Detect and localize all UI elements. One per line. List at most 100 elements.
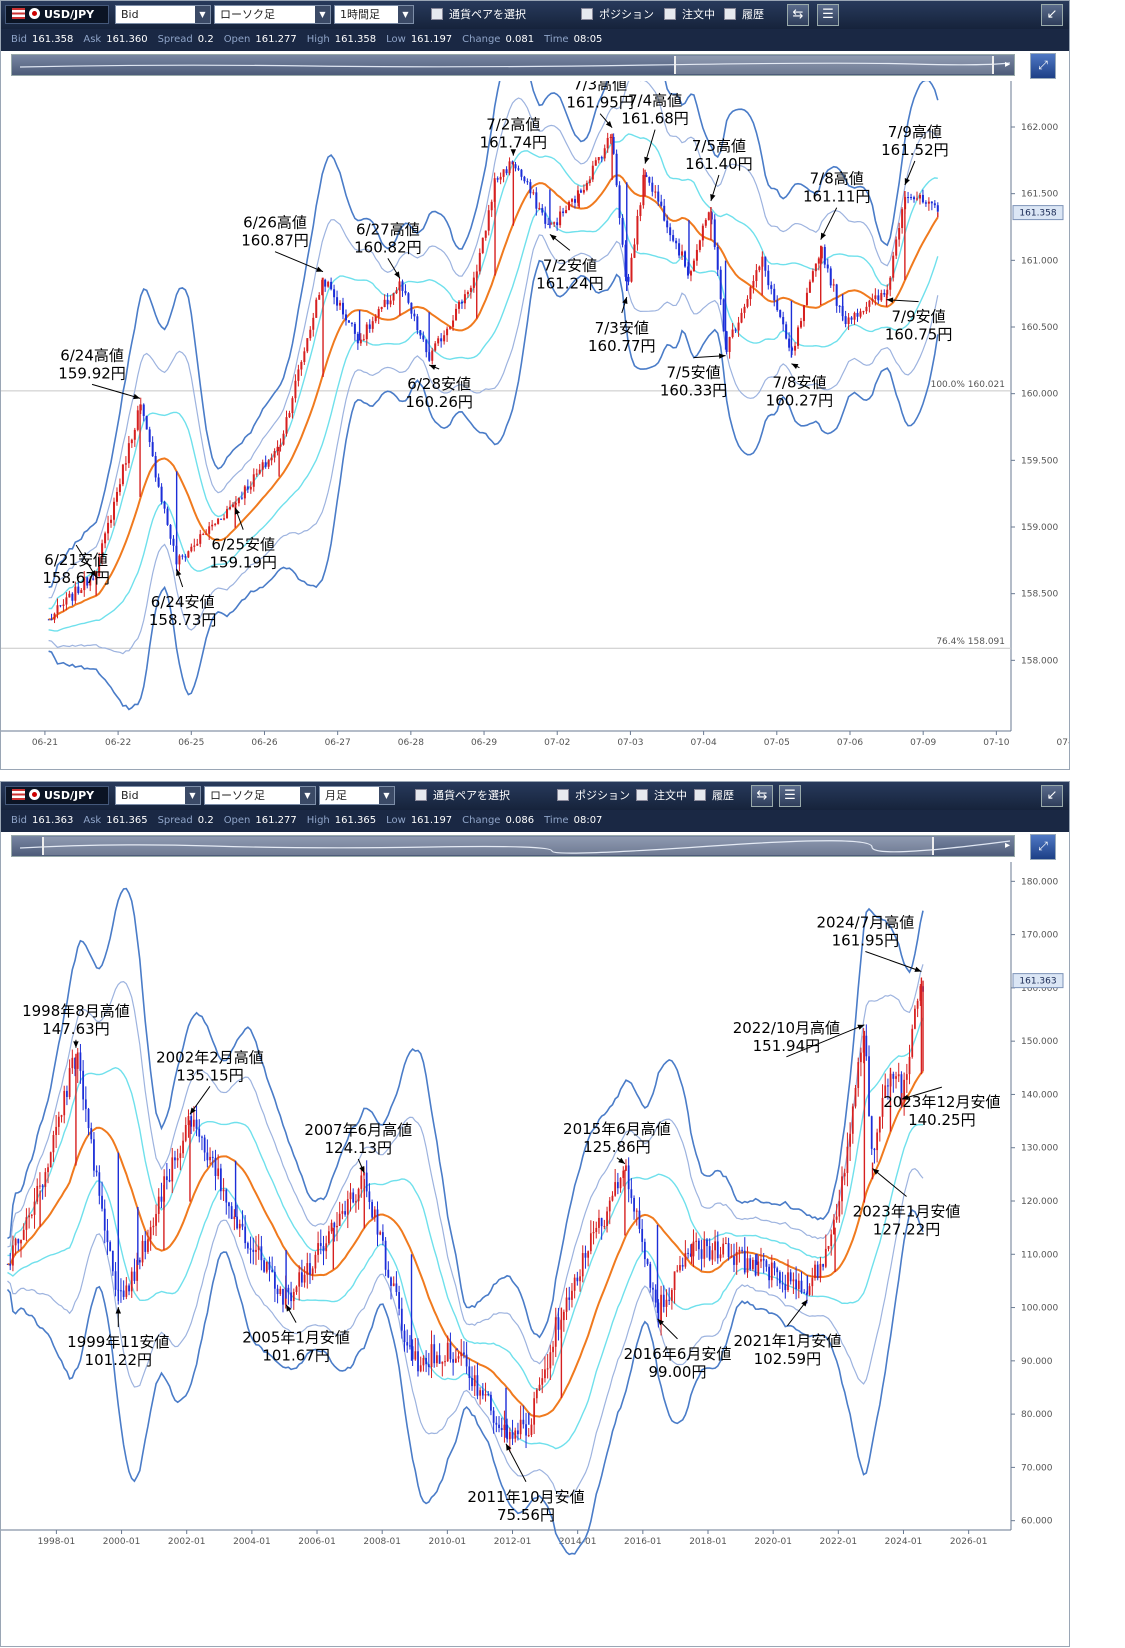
candle-body: [246, 486, 249, 490]
navigator-window[interactable]: [674, 56, 994, 74]
candle-body: [918, 194, 921, 199]
candle-body: [60, 1115, 63, 1117]
minimize-button[interactable]: ↙: [1041, 4, 1063, 26]
candle-body: [339, 302, 342, 306]
candle-body: [68, 593, 71, 598]
candle-body: [525, 1424, 527, 1436]
candle-body: [595, 1227, 598, 1233]
candle-body: [306, 338, 309, 352]
order-checkbox[interactable]: 注文中: [664, 5, 715, 24]
candle-body: [199, 534, 202, 544]
navigator-window[interactable]: [42, 837, 934, 855]
chart-style-select[interactable]: ローソク足 ▼: [214, 5, 331, 24]
annotation-title: 2007年6月高値: [304, 1121, 412, 1139]
x-tick-label: 2014-01: [559, 1537, 597, 1547]
candle-body: [233, 1216, 236, 1220]
candle-body: [409, 1345, 411, 1347]
info-value-spread: 0.2: [197, 34, 214, 45]
list-button[interactable]: ☰: [817, 4, 839, 26]
position-checkbox[interactable]: ポジション: [557, 786, 630, 805]
arrowhead-icon: [622, 297, 628, 304]
y-tick-label: 162.000: [1021, 123, 1058, 133]
timeframe-select[interactable]: 月足 ▼: [319, 786, 395, 805]
export-button[interactable]: ⇆: [751, 785, 773, 807]
candle-body: [138, 1260, 141, 1263]
japan-flag-icon: [29, 789, 40, 800]
candle-body: [171, 1157, 174, 1182]
candle-body: [160, 1196, 163, 1202]
y-tick-label: 161.000: [1021, 256, 1058, 266]
list-button[interactable]: ☰: [779, 785, 801, 807]
candle-body: [344, 1211, 346, 1215]
candle-body: [317, 1243, 319, 1255]
x-tick-label: 06-27: [325, 738, 351, 748]
chart-navigator[interactable]: ▸: [11, 835, 1015, 857]
candle-body: [697, 1240, 700, 1250]
candle-body: [859, 311, 862, 317]
history-checkbox[interactable]: 履歴: [724, 5, 764, 24]
candle-body: [618, 185, 621, 218]
candle-body: [692, 1241, 695, 1257]
candle-body: [350, 322, 353, 324]
history-checkbox[interactable]: 履歴: [694, 786, 734, 805]
fib-label: 100.0% 160.021: [931, 380, 1005, 390]
info-value-ask: 161.360: [106, 34, 148, 45]
y-tick-label: 160.000: [1021, 984, 1058, 994]
band-lower-2: [7, 1168, 924, 1498]
collapse-icon: ↙: [1046, 788, 1058, 803]
candle-body: [285, 417, 288, 434]
price-type-select[interactable]: Bid ▼: [115, 5, 211, 24]
navigator-arrow-icon[interactable]: ▸: [1004, 840, 1010, 851]
minimize-button[interactable]: ↙: [1041, 785, 1063, 807]
candle-body: [373, 1209, 376, 1218]
price-type-select[interactable]: Bid ▼: [115, 786, 201, 805]
annotation-value: 161.95円: [832, 931, 900, 949]
candle-body: [160, 486, 163, 502]
chart-style-select[interactable]: ローソク足 ▼: [204, 786, 316, 805]
chevron-down-icon: ▼: [398, 6, 413, 23]
position-checkbox[interactable]: ポジション: [581, 5, 654, 24]
candle-body: [856, 312, 859, 317]
candle-body: [892, 255, 895, 278]
candle-body: [144, 1240, 147, 1252]
candle-body: [743, 1250, 746, 1273]
navigator-arrow-icon[interactable]: ▸: [1004, 59, 1010, 70]
export-button[interactable]: ⇆: [787, 4, 809, 26]
candle-body: [481, 1390, 484, 1396]
candle-body: [404, 290, 407, 294]
candle-body: [846, 1146, 849, 1173]
pair-select-toggle[interactable]: 通貨ペアを選択: [431, 5, 526, 24]
navigator-expand-button[interactable]: ⤢: [1030, 53, 1056, 79]
currency-pair-badge[interactable]: USD/JPY: [5, 5, 109, 24]
candle-body: [527, 1434, 530, 1436]
currency-pair-badge[interactable]: USD/JPY: [5, 786, 109, 805]
candle-body: [300, 362, 303, 370]
candle-body: [192, 1119, 195, 1127]
pair-select-toggle[interactable]: 通貨ペアを選択: [415, 786, 510, 805]
candle-body: [526, 181, 529, 183]
candle-body: [621, 217, 624, 245]
candle-body: [672, 235, 675, 241]
candle-body: [443, 335, 446, 342]
candle-body: [395, 290, 398, 294]
candle-body: [541, 207, 544, 213]
annotation-title: 2023年1月安値: [853, 1203, 961, 1221]
navigator-expand-button[interactable]: ⤢: [1030, 834, 1056, 860]
order-checkbox[interactable]: 注文中: [636, 786, 687, 805]
candle-body: [472, 277, 475, 288]
candle-body: [107, 522, 110, 534]
candle-body: [219, 1168, 222, 1192]
timeframe-select[interactable]: 1時間足 ▼: [334, 5, 414, 24]
annotation-value: 161.11円: [803, 188, 871, 206]
candle-body: [55, 1126, 58, 1135]
candle-body: [719, 269, 722, 300]
chart-navigator[interactable]: ▸: [11, 54, 1015, 76]
y-tick-label: 80.000: [1021, 1410, 1053, 1420]
candle-body: [797, 327, 800, 346]
candle-body: [681, 1265, 684, 1267]
candle-body: [460, 301, 463, 304]
candle-body: [689, 1253, 692, 1257]
